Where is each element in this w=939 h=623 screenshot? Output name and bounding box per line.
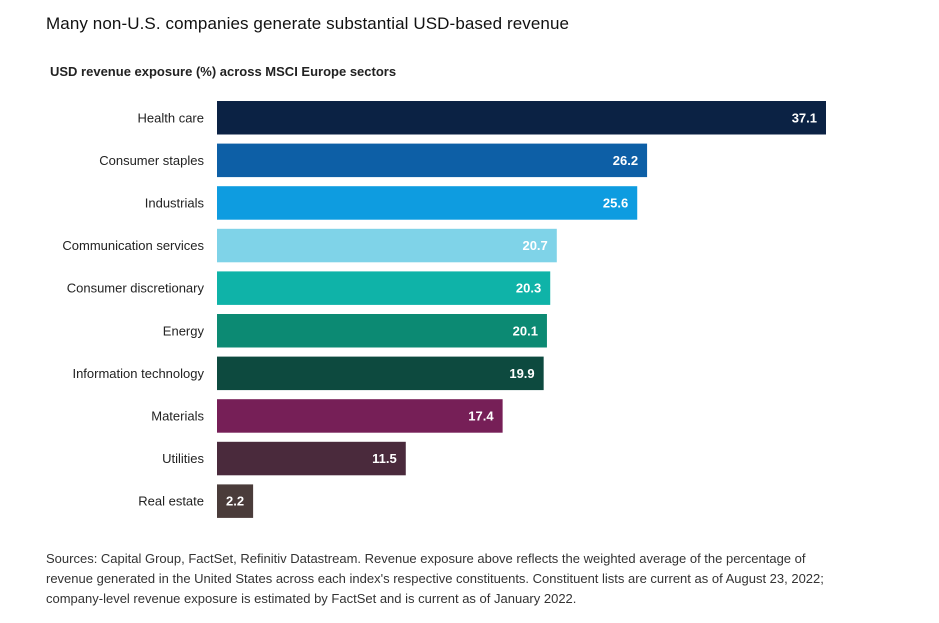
bar-information-technology: [217, 356, 544, 391]
category-label-materials: Materials: [151, 408, 204, 423]
bar-consumer-discretionary: [217, 271, 551, 305]
value-label-utilities: 11.5: [372, 451, 397, 466]
category-label-energy: Energy: [163, 323, 205, 338]
category-label-information-technology: Information technology: [72, 366, 204, 381]
value-label-communication-services: 20.7: [522, 238, 547, 253]
value-label-consumer-staples: 26.2: [613, 153, 638, 168]
bars: [217, 101, 826, 518]
footnote: Sources: Capital Group, FactSet, Refinit…: [46, 551, 824, 606]
category-label-communication-services: Communication services: [62, 238, 204, 253]
value-label-real-estate: 2.2: [226, 494, 244, 509]
value-label-materials: 17.4: [468, 408, 494, 423]
category-label-real-estate: Real estate: [138, 494, 204, 509]
value-label-consumer-discretionary: 20.3: [516, 281, 541, 296]
value-label-information-technology: 19.9: [509, 366, 534, 381]
bar-materials: [217, 399, 503, 433]
category-label-industrials: Industrials: [145, 195, 205, 210]
category-label-health-care: Health care: [138, 110, 204, 125]
chart-title: USD revenue exposure (%) across MSCI Eur…: [50, 64, 397, 79]
page-title: Many non-U.S. companies generate substan…: [46, 14, 570, 33]
category-labels: Health care Consumer staples Industrials Co…: [62, 110, 204, 508]
value-label-industrials: 25.6: [603, 195, 628, 210]
value-label-energy: 20.1: [513, 323, 538, 338]
value-label-health-care: 37.1: [792, 110, 817, 125]
bar-industrials: [217, 186, 638, 220]
bar-utilities: [217, 441, 406, 476]
category-label-utilities: Utilities: [162, 451, 204, 466]
category-label-consumer-discretionary: Consumer discretionary: [67, 281, 205, 296]
bar-real-estate: [217, 484, 254, 518]
category-label-consumer-staples: Consumer staples: [99, 153, 204, 168]
bar-communication-services: [217, 228, 557, 263]
bar-energy: [217, 314, 547, 348]
bar-chart: Health care Consumer staples Industrials Co…: [62, 101, 826, 518]
value-labels: 37.1 26.2 25.6 20.7 20.3 20.1 19.9 17.4 11.5 2.2: [226, 110, 817, 508]
bar-health-care: [217, 101, 826, 135]
bar-consumer-staples: [217, 143, 648, 178]
